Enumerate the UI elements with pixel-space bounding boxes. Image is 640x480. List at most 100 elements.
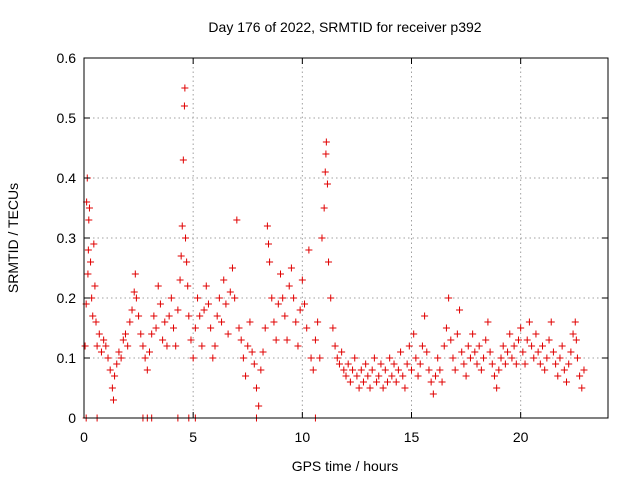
data-point xyxy=(104,354,112,362)
data-point xyxy=(180,102,188,110)
data-point xyxy=(325,258,333,266)
data-point xyxy=(102,342,110,350)
data-point xyxy=(560,366,568,374)
data-point xyxy=(97,348,105,356)
data-point xyxy=(340,366,348,374)
data-point xyxy=(257,366,265,374)
data-point xyxy=(261,324,269,332)
data-point xyxy=(320,204,328,212)
data-point xyxy=(131,270,139,278)
data-point xyxy=(519,348,527,356)
data-point xyxy=(250,360,258,368)
data-point xyxy=(547,318,555,326)
data-point xyxy=(357,366,365,374)
data-point xyxy=(301,300,309,308)
data-point xyxy=(355,384,363,392)
data-point xyxy=(85,216,93,224)
data-point xyxy=(563,378,571,386)
data-point xyxy=(146,348,153,356)
data-point xyxy=(231,294,239,302)
data-point xyxy=(244,342,252,350)
data-point xyxy=(534,348,542,356)
data-point xyxy=(366,384,374,392)
data-point xyxy=(179,156,187,164)
data-point xyxy=(81,342,89,350)
data-point xyxy=(204,300,212,308)
data-point xyxy=(370,354,378,362)
data-point xyxy=(436,366,444,374)
data-point xyxy=(209,354,217,362)
data-point xyxy=(331,342,339,350)
data-point xyxy=(571,318,579,326)
data-point xyxy=(176,276,184,284)
data-point xyxy=(159,336,167,344)
data-point xyxy=(113,360,121,368)
data-point xyxy=(425,366,433,374)
data-point xyxy=(220,276,228,284)
data-point xyxy=(501,360,509,368)
data-point xyxy=(189,354,197,362)
data-point xyxy=(375,372,383,380)
data-point xyxy=(281,312,289,320)
data-point xyxy=(207,324,215,332)
data-point xyxy=(307,354,315,362)
data-point xyxy=(499,342,507,350)
data-point xyxy=(292,318,300,326)
data-point xyxy=(285,282,293,290)
data-point xyxy=(451,366,459,374)
data-point xyxy=(237,336,245,344)
data-point xyxy=(183,258,191,266)
data-point xyxy=(196,312,204,320)
data-point xyxy=(514,336,522,344)
data-point xyxy=(130,288,138,296)
data-point xyxy=(576,372,584,380)
data-point xyxy=(119,336,127,344)
data-point xyxy=(150,312,158,320)
data-point xyxy=(556,354,564,362)
data-point xyxy=(187,336,195,344)
data-point xyxy=(109,396,117,404)
data-point xyxy=(469,330,477,338)
y-tick-label: 0.4 xyxy=(57,170,77,186)
data-point xyxy=(388,372,396,380)
data-point xyxy=(143,366,151,374)
data-point xyxy=(91,282,99,290)
data-point xyxy=(211,342,219,350)
data-point xyxy=(397,348,405,356)
data-point xyxy=(252,384,260,392)
data-point xyxy=(222,300,230,308)
data-point xyxy=(228,264,236,272)
y-tick-label: 0 xyxy=(68,410,76,426)
y-tick-label: 0.1 xyxy=(57,350,77,366)
data-point xyxy=(303,324,311,332)
data-point xyxy=(226,288,234,296)
data-point xyxy=(405,342,413,350)
data-point xyxy=(141,354,149,362)
data-point xyxy=(95,330,103,338)
data-point xyxy=(410,330,418,338)
data-point xyxy=(460,360,468,368)
data-point xyxy=(373,378,381,386)
data-point xyxy=(475,342,483,350)
data-point xyxy=(486,348,494,356)
data-point xyxy=(202,282,210,290)
data-point xyxy=(379,384,387,392)
data-point xyxy=(327,294,335,302)
data-point xyxy=(482,336,490,344)
data-point xyxy=(167,294,175,302)
data-point xyxy=(484,318,492,326)
data-point xyxy=(316,354,324,362)
data-point xyxy=(525,318,533,326)
data-point xyxy=(87,258,95,266)
data-point xyxy=(148,330,156,338)
data-point xyxy=(172,342,180,350)
data-point xyxy=(447,336,455,344)
data-point xyxy=(554,372,562,380)
axis-ticks: 0 5 10 15 20 0 0.1 0.2 0.3 0.4 0.5 0.6 xyxy=(57,50,608,445)
data-point xyxy=(349,366,357,374)
data-point xyxy=(117,354,125,362)
data-point xyxy=(512,360,520,368)
data-point xyxy=(329,324,337,332)
data-point xyxy=(178,222,186,230)
